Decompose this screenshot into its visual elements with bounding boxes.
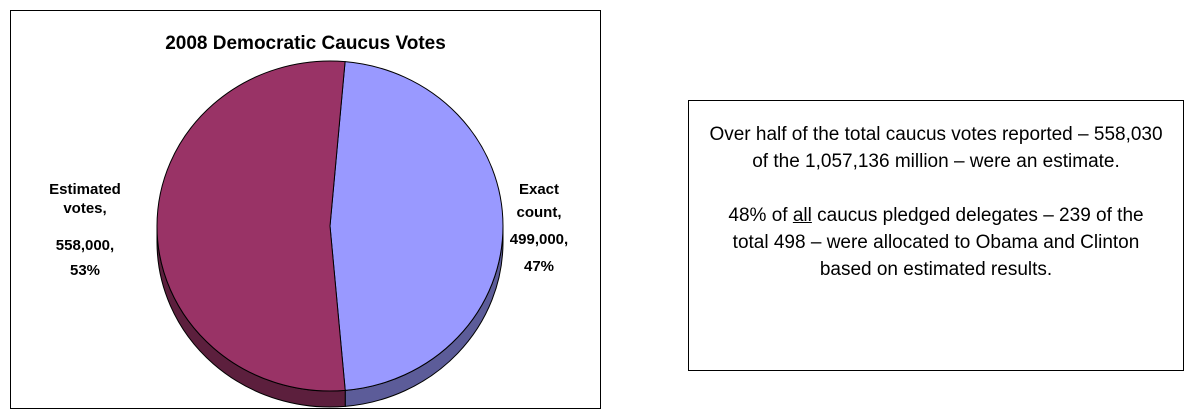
slice-label-line: votes, — [63, 200, 107, 217]
note-box: Over half of the total caucus votes repo… — [688, 100, 1184, 371]
slice-label-line: count, — [516, 204, 562, 221]
note-emphasis: all — [792, 205, 812, 226]
pie-chart-svg — [156, 60, 504, 408]
slice-label-line: 499,000, — [509, 231, 569, 248]
note-paragraph-2: 48% of all caucus pledged delegates – 23… — [709, 202, 1163, 283]
pie-chart: 2008 Democratic Caucus Votes Estimated v… — [10, 10, 601, 409]
chart-title: 2008 Democratic Caucus Votes — [165, 33, 446, 54]
pie-slice — [329, 61, 504, 391]
slice-label-line: Exact — [518, 181, 560, 198]
pie-slice — [156, 60, 346, 392]
note-paragraph-1: Over half of the total caucus votes repo… — [709, 124, 1163, 172]
slice-label-estimated: Estimated votes, 558,000, 53% — [29, 177, 141, 283]
note-text: 48% of — [728, 205, 793, 226]
slice-label-line: 53% — [69, 262, 101, 279]
slice-label-line: 47% — [523, 258, 555, 275]
note-text: caucus pledged delegates – 239 of the to… — [732, 205, 1144, 280]
slice-label-exact: Exact count, 499,000, 47% — [487, 177, 591, 279]
slice-label-line: 558,000, — [55, 237, 115, 254]
slice-label-line: Estimated — [49, 181, 121, 198]
